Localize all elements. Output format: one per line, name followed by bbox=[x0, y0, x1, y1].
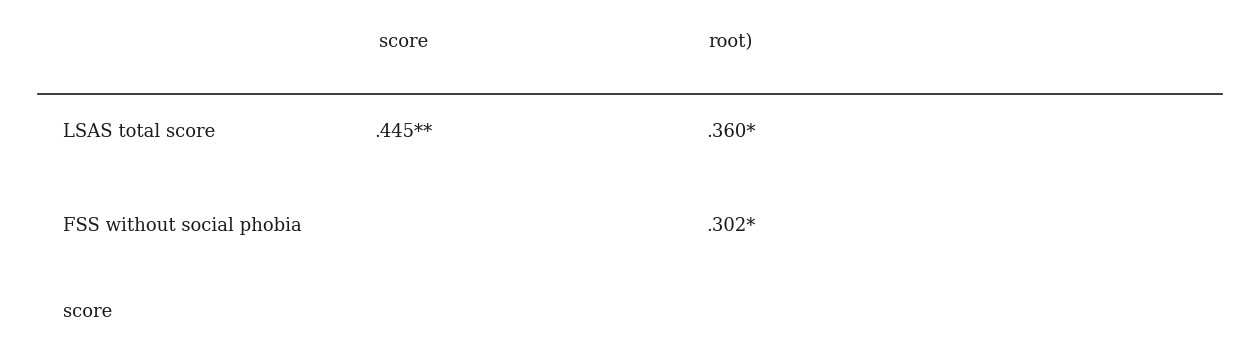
Text: .360*: .360* bbox=[706, 123, 756, 141]
Text: root): root) bbox=[708, 33, 753, 51]
Text: score: score bbox=[378, 33, 428, 51]
Text: LSAS total score: LSAS total score bbox=[63, 123, 215, 141]
Text: .445**: .445** bbox=[374, 123, 432, 141]
Text: FSS without social phobia: FSS without social phobia bbox=[63, 217, 301, 235]
Text: .302*: .302* bbox=[706, 217, 756, 235]
Text: score: score bbox=[63, 303, 112, 321]
